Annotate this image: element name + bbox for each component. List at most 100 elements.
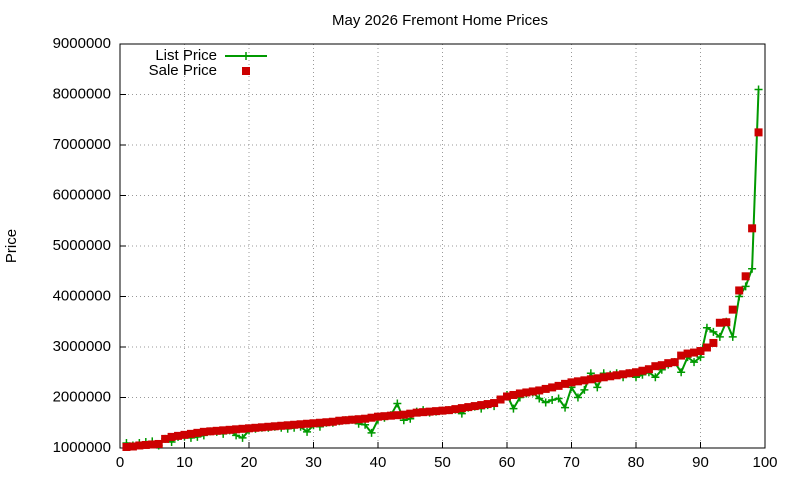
x-tick-label: 60 bbox=[499, 454, 516, 471]
point bbox=[219, 426, 228, 435]
point bbox=[715, 318, 724, 327]
point bbox=[748, 224, 757, 233]
point bbox=[677, 368, 686, 377]
point bbox=[251, 423, 260, 432]
x-tick-label: 20 bbox=[241, 454, 258, 471]
point bbox=[638, 366, 647, 375]
point bbox=[490, 399, 499, 408]
legend-marker bbox=[242, 67, 250, 75]
point bbox=[141, 440, 150, 449]
x-tick-label: 40 bbox=[370, 454, 387, 471]
point bbox=[503, 392, 511, 401]
point bbox=[122, 442, 131, 451]
point bbox=[303, 419, 312, 428]
legend-label: List Price bbox=[155, 47, 217, 64]
point bbox=[167, 432, 176, 441]
point bbox=[367, 413, 376, 422]
x-tick-label: 0 bbox=[116, 454, 124, 471]
point bbox=[535, 386, 544, 395]
point bbox=[161, 434, 170, 443]
point bbox=[548, 396, 557, 405]
point bbox=[702, 323, 711, 332]
point bbox=[657, 361, 666, 370]
point bbox=[438, 406, 447, 415]
point bbox=[612, 371, 621, 380]
point bbox=[625, 369, 634, 378]
point bbox=[322, 418, 331, 427]
point bbox=[515, 389, 524, 398]
point bbox=[548, 383, 557, 392]
legend-marker bbox=[242, 52, 250, 60]
point bbox=[586, 375, 595, 384]
legend-label: Sale Price bbox=[149, 62, 217, 79]
point bbox=[593, 374, 602, 383]
point bbox=[270, 422, 279, 431]
point bbox=[180, 430, 189, 439]
point bbox=[457, 404, 466, 413]
point bbox=[367, 428, 376, 437]
point bbox=[128, 442, 137, 451]
point bbox=[632, 368, 640, 377]
point bbox=[425, 407, 434, 416]
point bbox=[535, 394, 544, 403]
point bbox=[399, 410, 408, 419]
point bbox=[290, 420, 299, 429]
point bbox=[412, 408, 421, 417]
point bbox=[264, 422, 273, 431]
point bbox=[715, 332, 724, 341]
point bbox=[651, 373, 660, 382]
point bbox=[606, 372, 615, 381]
point bbox=[199, 427, 208, 436]
point bbox=[335, 416, 344, 425]
point bbox=[374, 412, 382, 421]
point bbox=[225, 425, 234, 434]
point bbox=[296, 420, 305, 429]
point bbox=[348, 415, 357, 424]
point bbox=[722, 318, 731, 327]
chart-title: May 2026 Fremont Home Prices bbox=[332, 12, 548, 29]
point bbox=[741, 282, 750, 291]
point bbox=[735, 286, 744, 295]
point bbox=[386, 411, 395, 420]
point bbox=[664, 359, 673, 368]
point bbox=[406, 409, 415, 418]
point bbox=[354, 415, 363, 424]
point bbox=[477, 401, 486, 410]
point bbox=[283, 421, 292, 430]
point bbox=[154, 439, 163, 448]
y-tick-label: 4000000 bbox=[53, 287, 111, 304]
point bbox=[419, 408, 428, 417]
point bbox=[580, 385, 589, 394]
point bbox=[135, 441, 144, 450]
x-tick-label: 30 bbox=[305, 454, 322, 471]
point bbox=[232, 425, 241, 434]
y-axis-label: Price bbox=[3, 229, 20, 263]
point bbox=[683, 349, 692, 358]
y-tick-label: 6000000 bbox=[53, 186, 111, 203]
point bbox=[174, 431, 183, 440]
x-tick-label: 90 bbox=[692, 454, 709, 471]
point bbox=[509, 390, 518, 399]
point bbox=[754, 128, 763, 137]
point bbox=[509, 404, 518, 413]
point bbox=[554, 381, 563, 390]
y-tick-label: 5000000 bbox=[53, 237, 111, 254]
point bbox=[432, 407, 441, 416]
x-tick-label: 70 bbox=[563, 454, 580, 471]
y-tick-label: 7000000 bbox=[53, 136, 111, 153]
point bbox=[528, 387, 537, 396]
point bbox=[709, 327, 718, 336]
point bbox=[580, 376, 589, 385]
point bbox=[573, 377, 582, 386]
point bbox=[644, 365, 653, 374]
point bbox=[212, 426, 221, 435]
point bbox=[619, 370, 628, 379]
point bbox=[148, 440, 157, 449]
point bbox=[690, 358, 699, 367]
point bbox=[444, 406, 453, 415]
y-tick-label: 9000000 bbox=[53, 35, 111, 52]
y-tick-label: 3000000 bbox=[53, 338, 111, 355]
x-tick-label: 100 bbox=[752, 454, 777, 471]
x-tick-label: 50 bbox=[434, 454, 451, 471]
